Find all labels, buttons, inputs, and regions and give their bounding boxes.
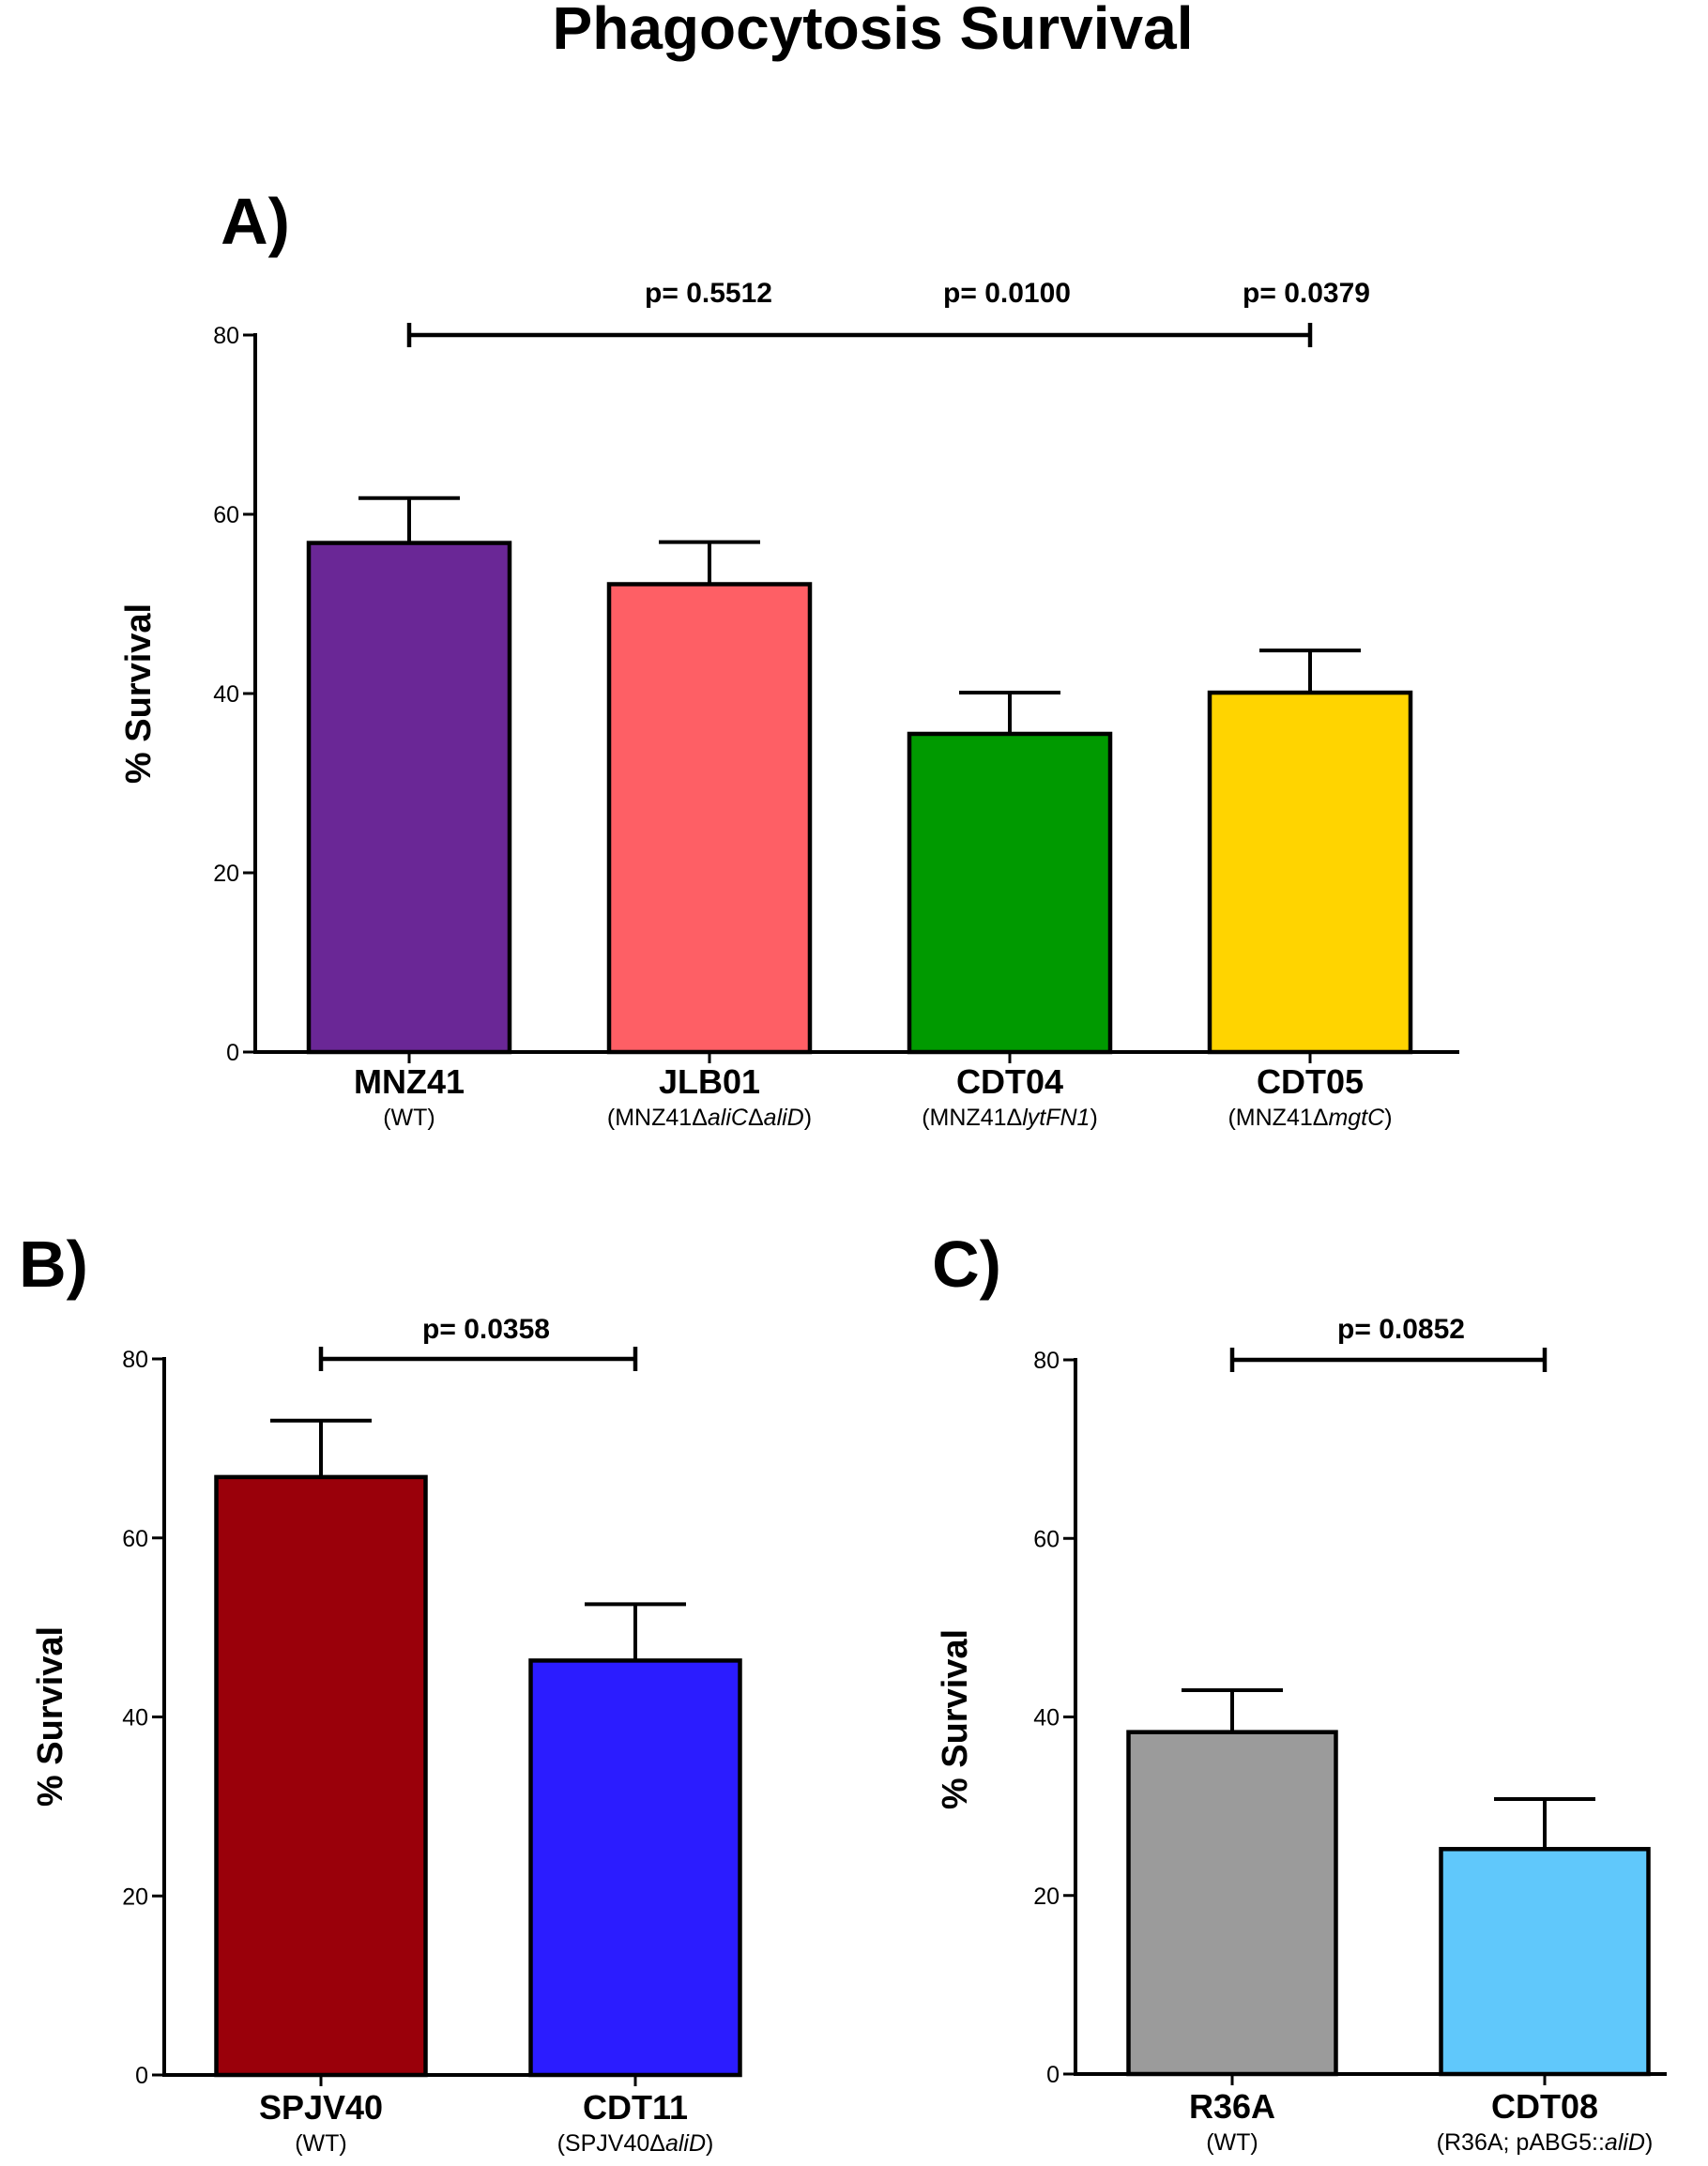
x-tick-sublabel: (WT)	[383, 1105, 435, 1131]
x-tick-label: CDT08	[1491, 2087, 1598, 2126]
p-value-label: p= 0.0100	[943, 278, 1071, 309]
y-axis-label: % Survival	[936, 1629, 975, 1809]
y-tick-label: 60	[213, 502, 239, 528]
x-tick-sublabel: (SPJV40ΔaliD)	[557, 2130, 714, 2157]
chart-panel-a: A) % Survival 0 20 40 60 80 MNZ41 (WT) JLB01 (MNZ4…	[119, 185, 1459, 1131]
y-tick-label: 0	[135, 2063, 148, 2089]
bar	[1126, 1730, 1338, 2077]
chart-panel-b: B) % Survival 0 20 40 60 80 SPJV40 (WT) CDT11 (SPJ…	[19, 1228, 742, 2157]
x-tick-sublabel: (MNZ41ΔlytFN1)	[922, 1105, 1098, 1131]
p-value-label: p= 0.0852	[1337, 1314, 1465, 1345]
bar	[1439, 1847, 1651, 2077]
y-tick-label: 20	[1033, 1884, 1060, 1910]
panel-label: C)	[932, 1228, 1001, 1301]
bar	[528, 1658, 742, 2078]
x-tick-sublabel: (MNZ41ΔaliCΔaliD)	[607, 1105, 812, 1131]
bar	[907, 731, 1113, 1055]
y-tick-label: 80	[1033, 1348, 1060, 1374]
panel-label: B)	[19, 1228, 88, 1301]
y-tick-label: 40	[213, 681, 239, 708]
figure-title: Phagocytosis Survival	[553, 0, 1194, 62]
p-value-label: p= 0.5512	[645, 278, 772, 309]
y-tick-label: 20	[122, 1884, 148, 1910]
y-tick-label: 80	[122, 1347, 148, 1373]
y-tick-label: 60	[122, 1526, 148, 1552]
x-tick-label: SPJV40	[259, 2088, 383, 2127]
bar	[306, 541, 512, 1055]
y-tick-label: 40	[1033, 1705, 1060, 1731]
chart-panels: A) % Survival 0 20 40 60 80 MNZ41 (WT) JLB01 (MNZ4…	[19, 185, 1667, 2157]
bar	[1207, 690, 1413, 1055]
panel-label: A)	[221, 185, 290, 258]
y-tick-label: 80	[213, 323, 239, 349]
x-tick-label: JLB01	[659, 1062, 760, 1101]
y-axis-label: % Survival	[31, 1626, 70, 1807]
y-axis-label: % Survival	[119, 603, 159, 784]
chart-panel-c: C) % Survival 0 20 40 60 80 R36A (WT) CDT08 (R36A;…	[932, 1228, 1667, 2156]
x-tick-sublabel: (MNZ41ΔmgtC)	[1228, 1105, 1392, 1131]
bar	[214, 1474, 428, 2078]
y-tick-label: 60	[1033, 1526, 1060, 1552]
bar	[606, 582, 813, 1055]
x-tick-label: CDT05	[1257, 1062, 1364, 1101]
p-value-label: p= 0.0358	[422, 1314, 550, 1345]
p-value-label: p= 0.0379	[1243, 278, 1370, 309]
y-tick-label: 0	[1046, 2062, 1060, 2088]
y-tick-label: 0	[226, 1040, 239, 1066]
y-tick-label: 20	[213, 861, 239, 887]
x-tick-label: R36A	[1189, 2087, 1275, 2126]
x-tick-sublabel: (R36A; pABG5::aliD)	[1437, 2129, 1654, 2156]
x-tick-label: CDT04	[956, 1062, 1063, 1101]
x-tick-label: CDT11	[583, 2088, 688, 2127]
y-tick-label: 40	[122, 1705, 148, 1731]
x-tick-sublabel: (WT)	[1206, 2129, 1258, 2156]
x-tick-sublabel: (WT)	[295, 2130, 347, 2157]
x-tick-label: MNZ41	[354, 1062, 465, 1101]
